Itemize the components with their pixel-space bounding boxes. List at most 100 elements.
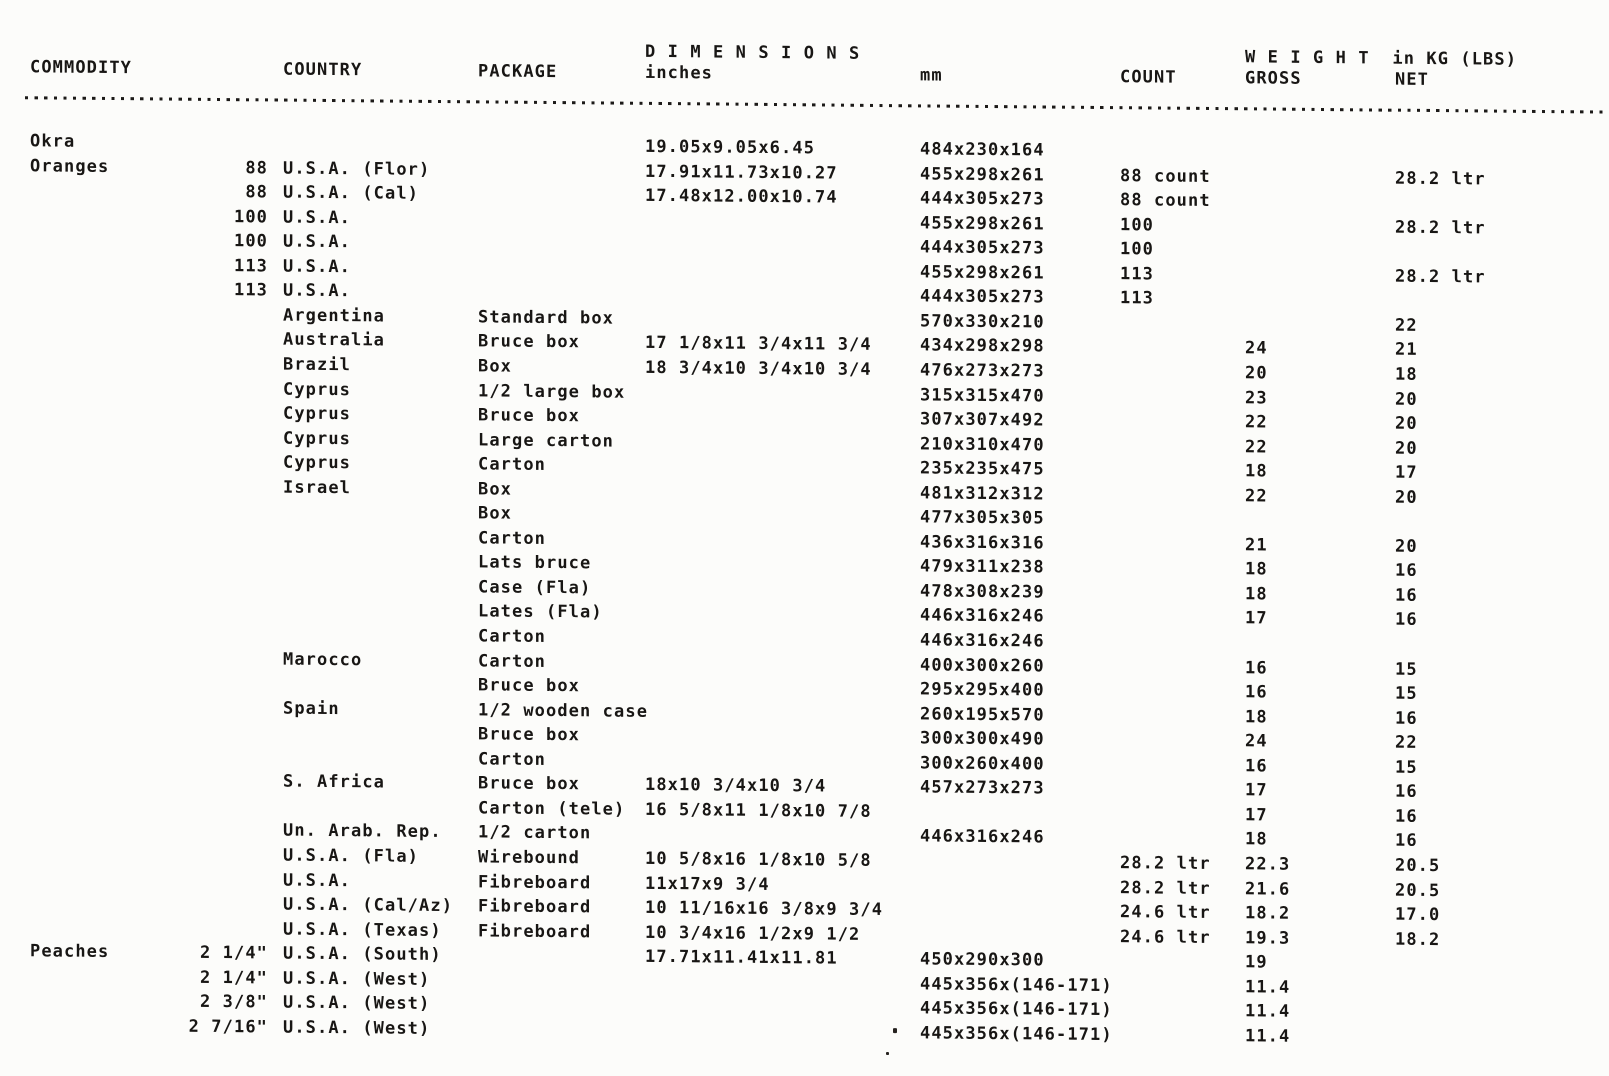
cell-gross: 23 (1245, 387, 1268, 409)
cell-gross: 17 (1245, 805, 1268, 826)
cell-gross: 18.2 (1245, 903, 1291, 924)
cell-gross: 22 (1245, 485, 1268, 507)
cell-gross: 11.4 (1245, 976, 1291, 998)
cell-package: Carton (478, 650, 547, 672)
cell-gross: 22.3 (1245, 854, 1291, 875)
cell-package: Box (478, 503, 513, 524)
cell-net: 18.2 (1395, 929, 1441, 950)
cell-gross: 18 (1245, 829, 1268, 850)
cell-mm: 478x308x239 (920, 581, 1045, 603)
cell-mm: 295x295x400 (920, 679, 1045, 701)
cell-country: U.S.A. (283, 280, 352, 302)
cell-size: 88 (245, 182, 268, 203)
cell-net: 20.5 (1395, 855, 1441, 877)
cell-size (180, 550, 268, 551)
cell-gross: 17 (1245, 608, 1268, 629)
cell-gross: 19.3 (1245, 927, 1291, 949)
cell-mm: 450x290x300 (920, 949, 1045, 971)
cell-size (180, 746, 268, 747)
cell-net: 18 (1395, 364, 1418, 385)
dimensions-group-header: D I M E N S I O N S (645, 41, 861, 64)
cell-net: 20 (1395, 413, 1418, 434)
cell-package: Bruce box (478, 724, 581, 746)
cell-net: 15 (1395, 659, 1418, 680)
cell-count: 100 (1120, 239, 1155, 260)
cell-package: Fibreboard (478, 896, 592, 918)
cell-package: 1/2 carton (478, 822, 592, 844)
cell-gross: 17 (1245, 780, 1268, 801)
cell-gross: 21.6 (1245, 878, 1291, 900)
cell-gross: 24 (1245, 338, 1268, 359)
cell-mm: 400x300x260 (920, 654, 1045, 677)
cell-package: Carton (tele) (478, 798, 626, 820)
cell-size (180, 918, 268, 919)
cell-size (180, 403, 268, 404)
cell-gross: 11.4 (1245, 1001, 1291, 1022)
cell-count: 28.2 ltr (1120, 853, 1211, 874)
cell-gross: 19 (1245, 952, 1268, 973)
cell-gross: 22 (1245, 412, 1268, 433)
cell-mm: 455x298x261 (920, 212, 1045, 235)
cell-size (180, 354, 268, 355)
cell-size (180, 575, 268, 576)
cell-gross: 24 (1245, 731, 1268, 752)
cell-package: Wirebound (478, 847, 581, 869)
cell-mm: 455x298x261 (920, 262, 1045, 284)
cell-inches: 16 5/8x11 1/8x10 7/8 (645, 799, 872, 822)
cell-country: Spain (283, 698, 340, 719)
cell-country: Un. Arab. Rep. (283, 820, 442, 843)
col-header-commodity: COMMODITY (30, 57, 133, 79)
cell-country: U.S.A. (Cal) (283, 182, 420, 204)
cell-net: 16 (1395, 585, 1418, 606)
cell-country: U.S.A. (283, 207, 352, 228)
cell-mm: 315x315x470 (920, 384, 1045, 406)
cell-commodity: Okra (30, 131, 76, 152)
cell-net: 28.2 ltr (1395, 168, 1486, 190)
cell-inches: 10 3/4x16 1/2x9 1/2 (645, 922, 861, 945)
cell-size (180, 648, 268, 649)
cell-country: Australia (283, 329, 386, 351)
cell-inches: 19.05x9.05x6.45 (645, 136, 816, 159)
cell-size (180, 427, 268, 428)
cell-country: U.S.A. (283, 870, 352, 891)
cell-count: 24.6 ltr (1120, 926, 1211, 948)
cell-country: U.S.A. (Flor) (283, 158, 431, 180)
cell-size: 88 (245, 157, 268, 178)
cell-mm: 210x310x470 (920, 433, 1045, 456)
cell-country: U.S.A. (West) (283, 968, 431, 990)
cell-gross: 20 (1245, 363, 1268, 384)
cell-size (180, 845, 268, 846)
cell-gross: 18 (1245, 461, 1268, 482)
cell-size (180, 820, 268, 821)
col-header-package: PACKAGE (478, 61, 558, 83)
cell-inches: 10 5/8x16 1/8x10 5/8 (645, 848, 872, 871)
cell-count: 88 count (1120, 190, 1211, 212)
cell-package: Bruce box (478, 773, 581, 795)
cell-package: 1/2 wooden case (478, 699, 649, 722)
cell-gross: 16 (1245, 756, 1268, 777)
cell-net: 28.2 ltr (1395, 266, 1486, 288)
cell-commodity: Oranges (30, 155, 110, 177)
cell-package: Carton (478, 454, 547, 476)
cell-package: Lats bruce (478, 552, 592, 574)
cell-package: Bruce box (478, 675, 581, 697)
cell-inches: 17.48x12.00x10.74 (645, 185, 838, 208)
cell-commodity: Peaches (30, 941, 110, 963)
cell-mm: 436x316x316 (920, 532, 1045, 554)
cell-country: U.S.A. (283, 256, 352, 277)
cell-net: 20 (1395, 438, 1418, 459)
cell-mm: 434x298x298 (920, 335, 1045, 357)
cell-size (180, 673, 268, 674)
cell-country: U.S.A. (South) (283, 943, 442, 966)
cell-gross: 22 (1245, 436, 1268, 458)
cell-net: 16 (1395, 781, 1418, 803)
col-header-country: COUNTRY (283, 59, 363, 81)
cell-net: 16 (1395, 806, 1418, 827)
col-header-mm: mm (920, 65, 943, 86)
cell-count: 88 count (1120, 165, 1211, 187)
cell-mm: 570x330x210 (920, 311, 1045, 333)
cell-mm: 446x316x246 (920, 826, 1045, 848)
cell-count: 100 (1120, 214, 1155, 236)
cell-mm: 307x307x492 (920, 409, 1045, 431)
